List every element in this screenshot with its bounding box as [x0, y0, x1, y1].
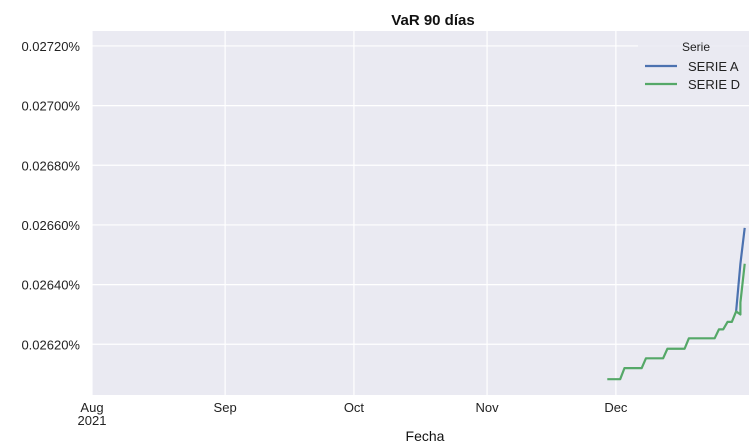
legend-label-1: SERIE A [688, 59, 739, 74]
y-tick-label: 0.02660% [21, 218, 80, 233]
y-tick-label: 0.02620% [21, 337, 80, 352]
x-tick-label: Aug [80, 400, 103, 415]
legend-title: Serie [682, 40, 710, 54]
x-tick-label: Dec [604, 400, 628, 415]
series-line-1 [735, 227, 746, 312]
y-tick-label: 0.02720% [21, 39, 80, 54]
y-tick-label: 0.02640% [21, 278, 80, 293]
series-line-2 [607, 263, 746, 381]
legend-label-2: SERIE D [688, 77, 740, 92]
y-tick-label: 0.02680% [21, 158, 80, 173]
x-tick-sublabel: 2021 [78, 413, 107, 428]
chart-title: VaR 90 días [391, 12, 474, 29]
x-tick-label: Oct [344, 400, 365, 415]
x-tick-label: Nov [475, 400, 499, 415]
y-tick-label: 0.02700% [21, 99, 80, 114]
x-tick-label: Sep [214, 400, 237, 415]
x-axis-label: Fecha [406, 428, 445, 442]
